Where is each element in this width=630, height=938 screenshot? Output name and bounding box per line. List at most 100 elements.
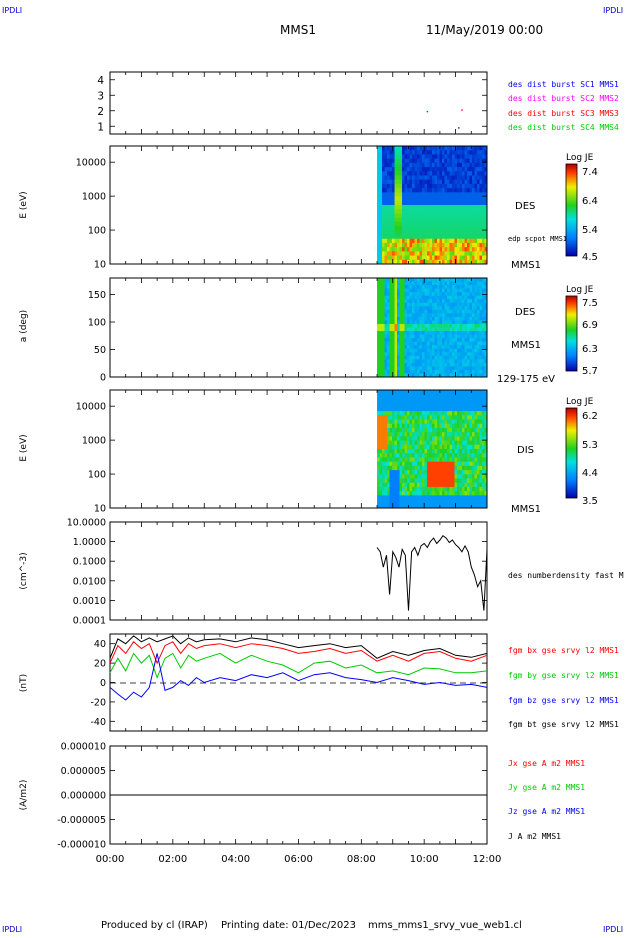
des-energy-cell (449, 154, 453, 160)
des-pitch-cell (472, 316, 476, 321)
dis-energy-cell (394, 461, 398, 467)
dis-energy-cell (444, 423, 448, 429)
des-energy-cell (459, 205, 463, 210)
des-pitch-cell (467, 295, 471, 300)
dis-energy-cell (427, 491, 431, 496)
des-pitch-cell (427, 281, 431, 286)
dis-energy-cell (442, 411, 446, 416)
des-pitch-cell (377, 341, 381, 346)
dis-energy-cell (467, 474, 471, 479)
dis-energy-cell (392, 453, 396, 458)
des-energy-cell (444, 209, 448, 214)
dis-energy-cell (399, 478, 403, 484)
density-ytick-label: 0.0010 (73, 596, 106, 607)
des-pitch-cell (449, 285, 453, 290)
des-pitch-cell (402, 331, 406, 336)
header-datetime: 11/May/2019 00:00 (426, 23, 543, 37)
des-pitch-cell (484, 338, 488, 343)
dis-energy-cell (462, 423, 466, 429)
dis-energy-cell (437, 444, 441, 450)
des-pitch-cell (432, 355, 436, 360)
des-pitch-cell (477, 359, 480, 364)
des-pitch-cell (437, 316, 441, 321)
des-energy-cell (449, 221, 453, 227)
dis-energy-cell (447, 465, 451, 471)
des-energy-cell (449, 150, 453, 155)
des-pitch-cell (422, 359, 426, 364)
des-energy-cell (397, 171, 401, 176)
dis-energy-cell (467, 390, 471, 395)
des-energy-cell (462, 217, 466, 223)
dis-energy-cell (474, 390, 478, 395)
dis-energy-cell (424, 470, 428, 475)
dis-energy-cell (437, 398, 441, 404)
des-energy-cell (427, 150, 431, 155)
des-energy-cell (449, 259, 453, 265)
dis-energy-cell (399, 411, 403, 416)
dis-energy-cell (429, 423, 433, 429)
des-pitch-cell (407, 316, 411, 321)
des-pitch-cell (417, 299, 421, 304)
des-pitch-cell (387, 313, 391, 318)
des-pitch-cell (404, 309, 408, 314)
des-pitch-cell (399, 345, 403, 350)
dis-energy-cell (449, 478, 453, 484)
dis-energy-cell (449, 394, 453, 399)
dis-energy-cell (412, 406, 416, 412)
des-energy-cell (429, 167, 433, 172)
des-energy-cell (394, 171, 398, 176)
dis-energy-cell (394, 486, 398, 492)
des-energy-cell (474, 158, 478, 164)
dis-energy-cell (427, 453, 431, 458)
des-pitch-cell (459, 288, 463, 293)
dis-energy-cell (417, 478, 421, 484)
dis-energy-cell (449, 411, 453, 416)
des-pitch-cell (409, 338, 413, 343)
dis-energy-cell (417, 461, 421, 467)
des-energy-cell (402, 238, 406, 244)
dis-energy-cell (477, 465, 480, 471)
des-energy-cell (404, 167, 408, 172)
dis-energy-cell (379, 419, 383, 425)
des-pitch-cell (417, 313, 421, 318)
des-energy-cell (439, 158, 443, 164)
dis-energy-cell (419, 390, 423, 395)
des-pitch-cell (422, 295, 426, 300)
des-pitch-cell (394, 323, 398, 328)
des-pitch-cell (384, 302, 388, 307)
dis-energy-cell (419, 402, 423, 408)
des-energy-cell (439, 188, 443, 193)
des-energy-cell (467, 188, 471, 193)
des-energy-cell (417, 179, 421, 185)
des-pitch-cell (389, 281, 393, 286)
des-pitch-cell (404, 313, 408, 318)
des-energy-cell (457, 205, 461, 210)
des-pitch-cell (442, 281, 446, 286)
des-energy-cell (377, 247, 381, 252)
dis-energy-cell (484, 491, 488, 496)
des-energy-cell (409, 205, 413, 210)
des-pitch-cell (422, 348, 426, 353)
dis-energy-cell (482, 402, 485, 408)
dis-energy-cell (422, 499, 426, 505)
des-energy-cell (424, 226, 428, 231)
des-energy-cell (384, 205, 388, 210)
des-energy-cell (419, 217, 423, 223)
des-energy-cell (392, 213, 396, 219)
des-pitch-cell (457, 313, 461, 318)
des-pitch-cell (467, 309, 471, 314)
des-energy-cell (444, 179, 448, 185)
des-energy-cell (439, 255, 443, 261)
dis-energy-cell (427, 394, 431, 399)
des-pitch-cell (444, 285, 448, 290)
dis-energy-cell (477, 444, 480, 450)
des-pitch-cell (454, 281, 458, 286)
des-pitch-cell (484, 313, 488, 318)
des-energy-cell (482, 192, 485, 198)
des-energy-cell (437, 234, 441, 240)
des-pitch-cell (452, 278, 456, 283)
dis-energy-cell (417, 427, 421, 433)
dis-energy-cell (464, 402, 468, 408)
des-pitch-cell (399, 359, 403, 364)
des-energy-cell (472, 255, 476, 261)
